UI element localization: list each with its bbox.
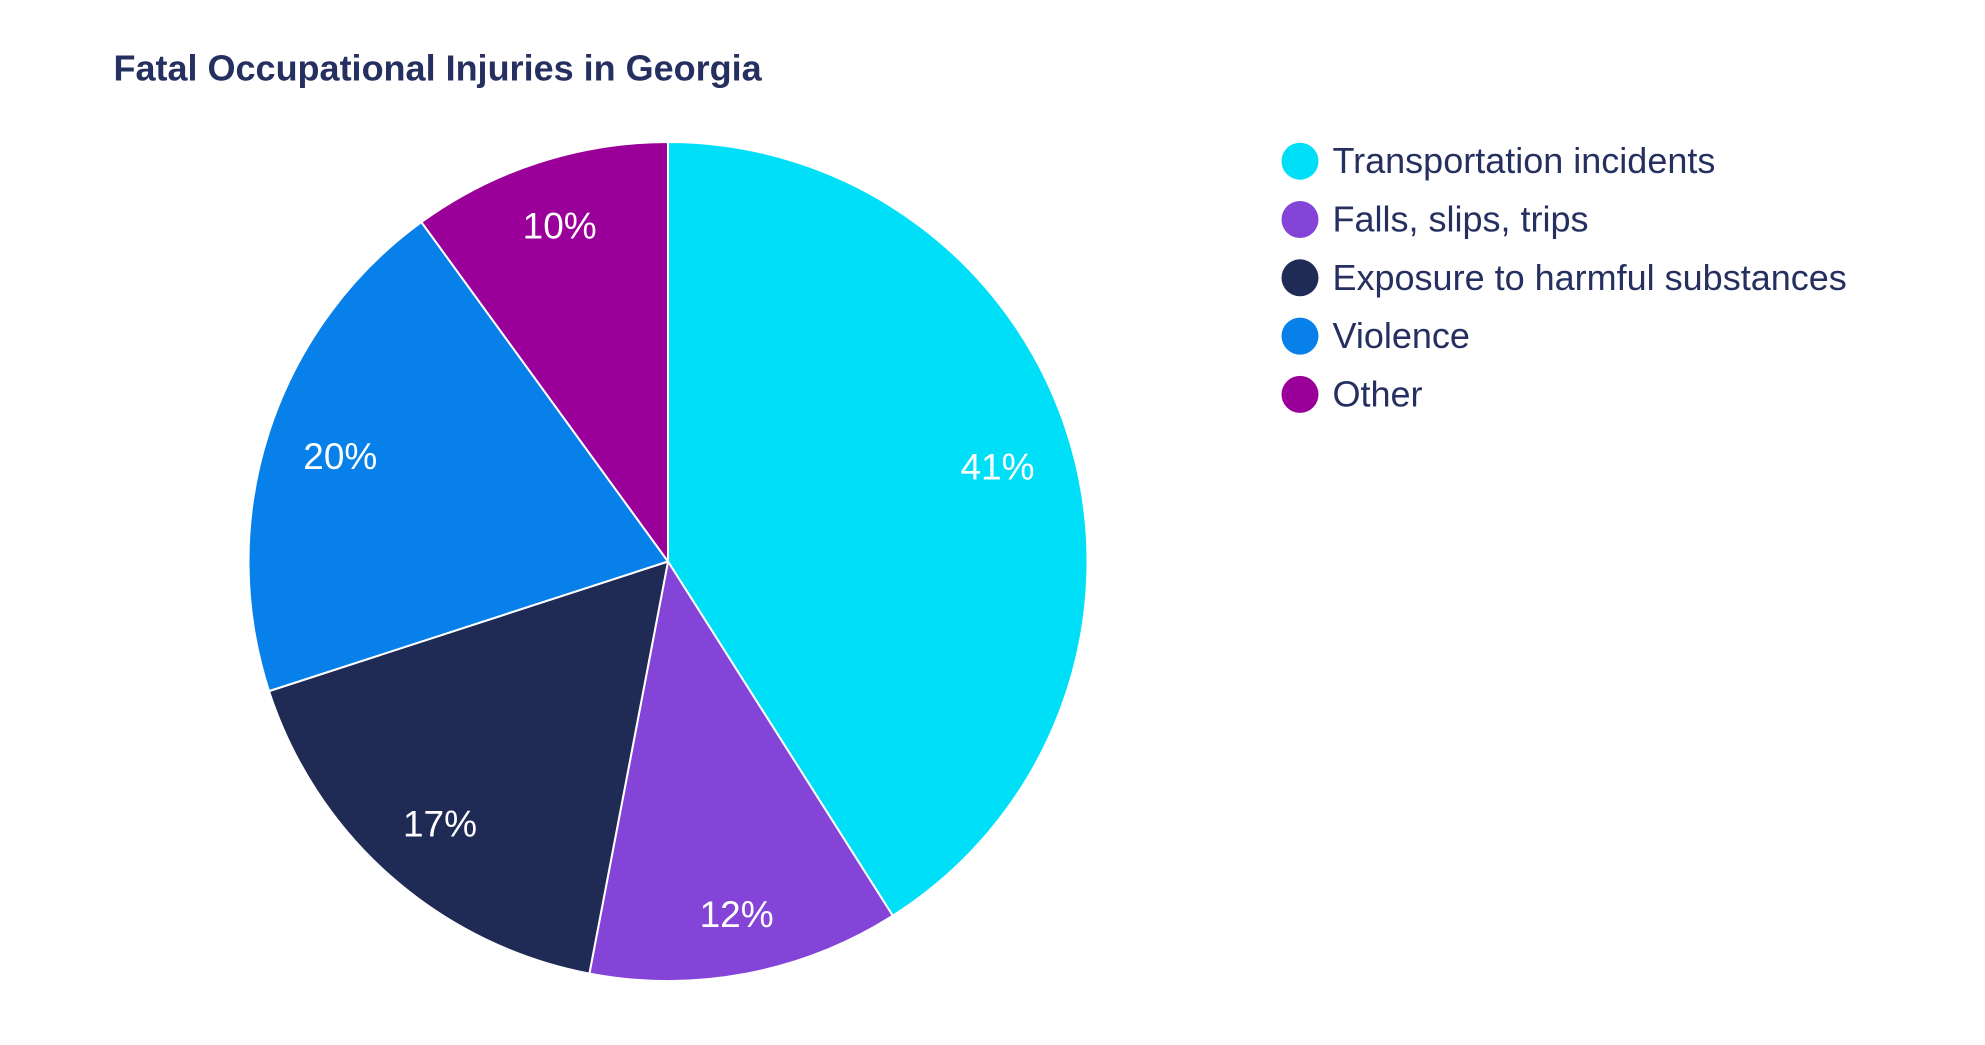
svg-text:Other: Other [1333, 373, 1423, 414]
svg-text:Violence: Violence [1333, 315, 1470, 356]
svg-text:41%: 41% [960, 447, 1034, 488]
svg-text:Transportation incidents: Transportation incidents [1333, 140, 1716, 181]
svg-text:Exposure to harmful substances: Exposure to harmful substances [1333, 257, 1847, 298]
svg-text:Fatal Occupational Injuries in: Fatal Occupational Injuries in Georgia [114, 47, 763, 88]
svg-text:12%: 12% [700, 894, 774, 935]
svg-text:20%: 20% [303, 436, 377, 477]
svg-text:17%: 17% [403, 803, 477, 844]
svg-text:Falls, slips, trips: Falls, slips, trips [1333, 199, 1589, 240]
svg-text:10%: 10% [523, 206, 597, 247]
